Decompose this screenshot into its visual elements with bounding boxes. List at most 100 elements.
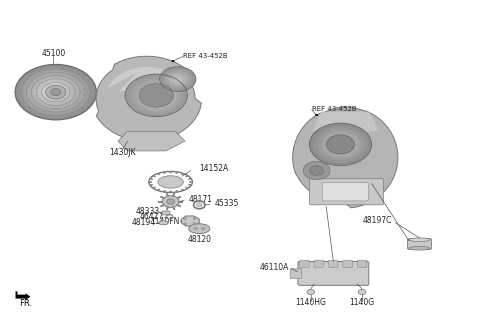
Circle shape [142,86,173,107]
Circle shape [46,85,66,99]
Circle shape [169,191,172,193]
Circle shape [163,172,166,174]
Circle shape [175,77,181,81]
Circle shape [157,189,160,191]
Text: 46110A: 46110A [260,263,289,272]
Circle shape [166,71,190,87]
Circle shape [196,203,202,207]
Text: 14152A: 14152A [199,164,228,174]
Circle shape [338,142,346,147]
Circle shape [23,70,88,114]
Circle shape [39,82,68,101]
Circle shape [188,184,191,186]
Text: 48194: 48194 [132,218,156,227]
Circle shape [43,84,63,98]
Text: 48197C: 48197C [362,216,392,225]
Circle shape [163,69,193,90]
Circle shape [51,89,61,96]
Polygon shape [108,67,175,92]
FancyBboxPatch shape [162,211,170,215]
Ellipse shape [189,224,210,234]
Circle shape [193,223,196,225]
Circle shape [189,181,192,183]
Circle shape [307,289,315,295]
FancyBboxPatch shape [328,260,338,267]
Text: 46427: 46427 [140,213,164,221]
Text: 45100: 45100 [41,50,65,58]
Circle shape [32,76,77,107]
Circle shape [326,135,355,154]
Ellipse shape [158,221,168,225]
Polygon shape [312,112,379,131]
Circle shape [139,84,173,107]
Circle shape [181,173,184,175]
Circle shape [315,114,318,116]
Polygon shape [15,291,30,300]
Circle shape [322,131,360,158]
Circle shape [138,83,177,109]
Circle shape [310,123,372,166]
FancyBboxPatch shape [408,239,432,249]
Circle shape [19,67,92,117]
Text: 1140HG: 1140HG [295,298,326,307]
Text: 48333: 48333 [135,207,160,216]
Text: FR.: FR. [19,299,32,308]
Circle shape [318,129,364,160]
Circle shape [155,94,162,99]
FancyBboxPatch shape [357,260,367,267]
Circle shape [153,187,156,189]
FancyBboxPatch shape [323,183,368,201]
FancyBboxPatch shape [300,260,310,267]
Circle shape [17,66,94,118]
Circle shape [171,60,174,62]
Circle shape [172,75,184,83]
Circle shape [330,136,353,153]
Circle shape [169,171,172,173]
Circle shape [28,73,81,110]
Ellipse shape [409,247,430,250]
Circle shape [49,88,57,94]
Polygon shape [293,107,398,208]
Circle shape [149,181,152,183]
Circle shape [34,77,74,105]
Circle shape [334,139,350,150]
Circle shape [183,223,186,225]
Circle shape [26,72,83,111]
Circle shape [129,77,184,114]
Circle shape [36,79,72,104]
Circle shape [146,89,169,104]
Circle shape [50,90,55,92]
Text: 1140G: 1140G [349,298,374,307]
Circle shape [153,175,156,177]
Circle shape [150,91,166,102]
Circle shape [167,199,174,204]
Circle shape [162,196,179,207]
Circle shape [358,289,366,295]
Circle shape [30,75,79,108]
FancyBboxPatch shape [298,261,369,285]
Circle shape [303,161,330,180]
FancyBboxPatch shape [290,269,302,278]
Circle shape [183,217,186,219]
Circle shape [185,175,188,177]
Polygon shape [181,216,199,226]
Circle shape [163,190,166,192]
Text: REF 43-452B: REF 43-452B [312,106,357,112]
Circle shape [133,80,180,112]
Circle shape [313,126,368,163]
Text: 48171: 48171 [188,195,212,204]
Circle shape [159,67,196,92]
Circle shape [125,74,187,117]
Circle shape [24,71,85,113]
Circle shape [193,227,197,230]
Ellipse shape [158,176,183,188]
Circle shape [45,86,61,96]
Circle shape [41,83,66,99]
Circle shape [21,68,90,115]
FancyBboxPatch shape [314,260,324,267]
Text: 1430JK: 1430JK [109,148,136,157]
Circle shape [15,64,96,120]
Circle shape [201,227,205,230]
FancyBboxPatch shape [310,179,384,205]
Circle shape [157,173,160,175]
